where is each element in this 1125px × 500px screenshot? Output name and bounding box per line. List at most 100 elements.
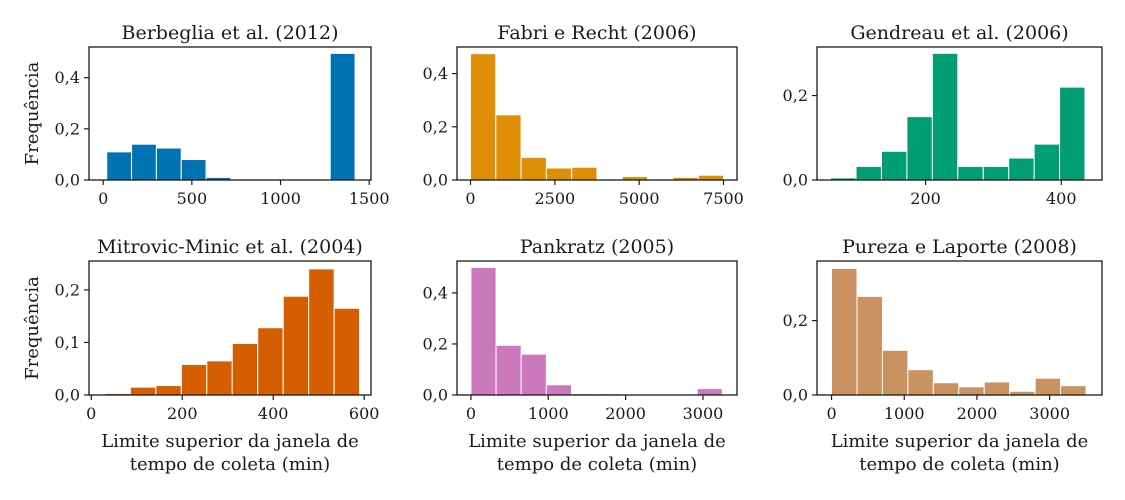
histogram-bar bbox=[333, 307, 361, 396]
histogram-bar bbox=[855, 165, 882, 181]
histogram-bar bbox=[856, 295, 883, 396]
plot-frame bbox=[816, 46, 1103, 181]
histogram-bar bbox=[982, 165, 1010, 181]
x-tick-label: 2000 bbox=[957, 404, 998, 423]
y-tick-label: 0,0 bbox=[783, 386, 808, 405]
y-axis-label: Frequência bbox=[22, 276, 43, 380]
histogram-bar bbox=[880, 150, 908, 181]
subplot-1: Berbeglia et al. (2012) 0 500 1000 1500 0,0 0,… bbox=[22, 22, 390, 208]
subplot-title: Fabri e Recht (2006) bbox=[497, 22, 696, 44]
y-tick-label: 0,0 bbox=[423, 386, 448, 405]
histogram-bar bbox=[308, 268, 335, 396]
subplot-5: Pankratz (2005) 0 1000 2000 3000 0,0 0,2 0,4 Lim… bbox=[423, 236, 738, 475]
histogram-bar bbox=[881, 349, 909, 396]
histogram-bar bbox=[231, 343, 259, 396]
histogram-bar bbox=[571, 166, 598, 181]
subplot-title: Pankratz (2005) bbox=[520, 236, 674, 258]
subplot-title: Pureza e Laporte (2008) bbox=[842, 236, 1077, 258]
x-tick-label: 400 bbox=[258, 404, 289, 423]
plot-frame bbox=[88, 260, 372, 396]
x-tick-label: 600 bbox=[349, 404, 380, 423]
histogram-bar bbox=[129, 386, 157, 396]
histogram-bar bbox=[906, 116, 933, 181]
histogram-bar bbox=[206, 360, 233, 396]
y-axis-label: Frequência bbox=[22, 61, 43, 165]
subplot-title: Mitrovic-Minic et al. (2004) bbox=[97, 236, 363, 258]
x-tick-label: 400 bbox=[1046, 189, 1077, 208]
histogram-bar bbox=[155, 147, 182, 181]
y-tick-label: 0,2 bbox=[55, 280, 80, 299]
x-tick-label: 0 bbox=[826, 404, 836, 423]
histogram-bar bbox=[180, 159, 207, 181]
subplot-2: Fabri e Recht (2006) 0 2500 5000 7500 0,0 0,2 0… bbox=[423, 22, 744, 208]
x-tick-label: 3000 bbox=[683, 404, 724, 423]
x-tick-label: 0 bbox=[465, 189, 475, 208]
histogram-bar bbox=[282, 295, 310, 396]
histogram-bar bbox=[495, 344, 522, 396]
x-tick-label: 2500 bbox=[534, 189, 575, 208]
histogram-bar bbox=[1059, 86, 1086, 181]
subplot-4: Mitrovic-Minic et al. (2004) 0 200 400 600 0,… bbox=[22, 236, 379, 475]
y-tick-label: 0,2 bbox=[783, 86, 808, 105]
x-tick-label: 0 bbox=[86, 404, 96, 423]
x-tick-label: 0 bbox=[98, 189, 108, 208]
histogram-bar bbox=[697, 174, 725, 181]
x-tick-label: 200 bbox=[910, 189, 941, 208]
y-tick-label: 0,1 bbox=[55, 333, 80, 352]
y-tick-label: 0,2 bbox=[783, 311, 808, 330]
y-tick-label: 0,4 bbox=[423, 64, 448, 83]
x-tick-label: 7500 bbox=[703, 189, 744, 208]
histogram-bar bbox=[1033, 143, 1061, 181]
histogram-bar bbox=[958, 386, 985, 396]
x-tick-label: 200 bbox=[167, 404, 198, 423]
x-tick-label: 0 bbox=[466, 404, 476, 423]
histogram-bar bbox=[932, 382, 960, 396]
histogram-bar bbox=[983, 381, 1011, 396]
x-axis-label: Limite superior da janela de tempo de col… bbox=[468, 431, 726, 475]
y-tick-label: 0,4 bbox=[55, 68, 80, 87]
x-tick-label: 1000 bbox=[528, 404, 569, 423]
histogram-bar bbox=[329, 52, 356, 181]
subplot-3: Gendreau et al. (2006) 200 400 0,0 0,2 bbox=[783, 22, 1103, 208]
histogram-bar bbox=[831, 267, 858, 396]
x-tick-label: 1000 bbox=[884, 404, 925, 423]
x-tick-label: 5000 bbox=[619, 189, 660, 208]
histogram-bar bbox=[495, 114, 522, 181]
y-tick-label: 0,2 bbox=[55, 119, 80, 138]
x-axis-label: Limite superior da janela de tempo de col… bbox=[831, 431, 1089, 475]
histogram-bar bbox=[931, 52, 959, 181]
y-tick-label: 0,0 bbox=[423, 171, 448, 190]
plot-frame bbox=[456, 46, 738, 181]
histogram-bar bbox=[470, 266, 497, 396]
y-tick-label: 0,4 bbox=[423, 283, 448, 302]
histogram-bar bbox=[520, 156, 547, 181]
y-tick-label: 0,0 bbox=[55, 171, 80, 190]
histogram-bar bbox=[1060, 385, 1087, 396]
plot-frame bbox=[816, 260, 1103, 396]
histogram-bar bbox=[180, 364, 208, 396]
x-tick-label: 2000 bbox=[605, 404, 646, 423]
histogram-bar bbox=[696, 388, 723, 396]
y-tick-label: 0,0 bbox=[783, 171, 808, 190]
histogram-bar bbox=[1008, 157, 1035, 181]
histogram-bar bbox=[257, 327, 284, 396]
x-tick-label: 3000 bbox=[1029, 404, 1070, 423]
x-tick-label: 500 bbox=[177, 189, 208, 208]
histogram-bar bbox=[545, 384, 572, 396]
histogram-bar bbox=[520, 353, 547, 396]
y-tick-label: 0,2 bbox=[423, 117, 448, 136]
y-tick-label: 0,2 bbox=[423, 334, 448, 353]
subplot-title: Gendreau et al. (2006) bbox=[850, 22, 1068, 44]
histogram-bar bbox=[469, 53, 497, 181]
histogram-bar bbox=[545, 167, 573, 181]
histogram-bar bbox=[1034, 377, 1062, 396]
plot-frame bbox=[88, 46, 372, 181]
x-axis-label: Limite superior da janela de tempo de col… bbox=[101, 431, 359, 475]
plot-frame bbox=[456, 260, 738, 396]
x-tick-label: 1000 bbox=[260, 189, 301, 208]
histogram-bar bbox=[131, 143, 157, 181]
subplot-6: Pureza e Laporte (2008) 0 1000 2000 3000 0,0 0… bbox=[783, 236, 1103, 475]
histogram-bar bbox=[907, 369, 934, 396]
y-tick-label: 0,0 bbox=[55, 386, 80, 405]
